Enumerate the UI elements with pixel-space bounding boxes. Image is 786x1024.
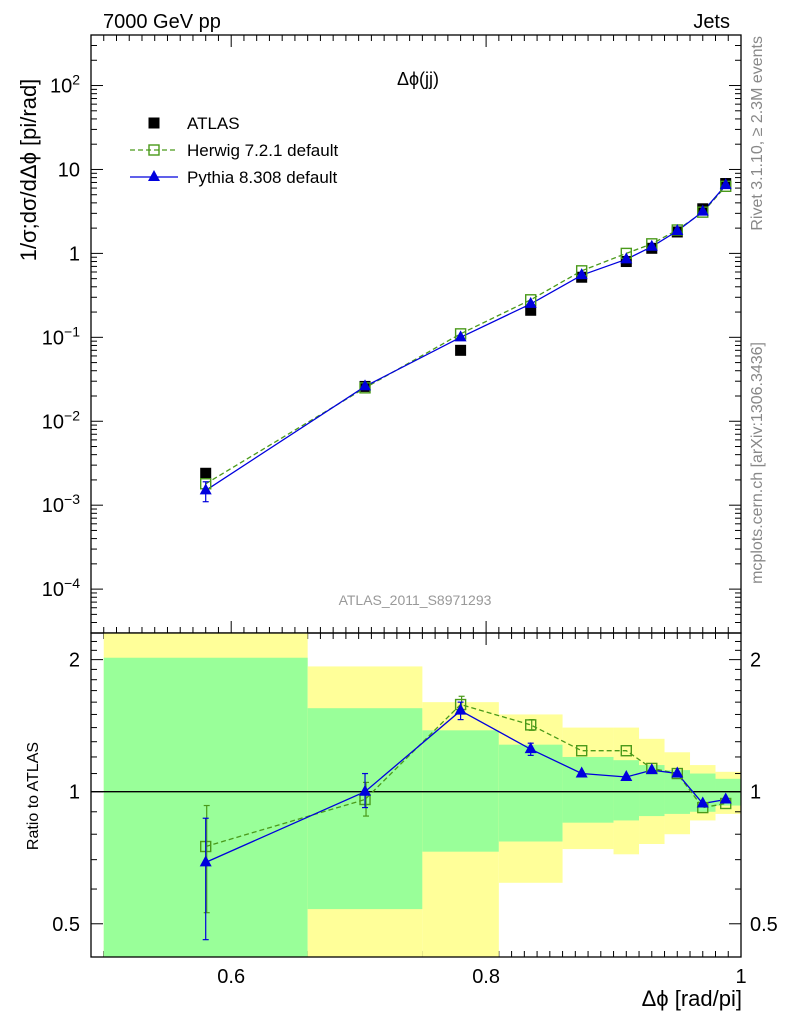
ratio-plot-frame — [90, 632, 742, 958]
pythia-point — [199, 483, 212, 495]
ratio-panel: 0.6 0.8 1 0.5 0.5 1 1 2 2 — [52, 632, 778, 988]
pythia-ratio-point — [575, 766, 588, 778]
y-tick-label: 10−2 — [42, 407, 80, 433]
uncertainty-band-inner — [562, 756, 614, 823]
y-tick-label: 1 — [69, 243, 80, 265]
pythia-ratio-point — [671, 766, 684, 778]
uncertainty-band-inner — [422, 730, 499, 852]
ratio-y-tick-label: 1 — [69, 782, 80, 804]
main-y-axis-label: 1/σ;dσ/dΔϕ [pi/rad] — [16, 79, 41, 262]
pythia-point — [454, 330, 467, 342]
pythia-ratio-point — [620, 770, 633, 782]
pythia-line — [205, 184, 727, 491]
ratio-y-axis-label: Ratio to ATLAS — [25, 742, 42, 850]
herwig-ratio-point — [620, 745, 632, 757]
y-tick-label: 10−1 — [42, 323, 80, 349]
pythia-ratio-point — [696, 796, 709, 808]
y-tick-label: 10−4 — [42, 575, 80, 601]
legend-pythia-marker — [148, 170, 160, 181]
plot-title: Δϕ(jj) — [397, 69, 439, 89]
pythia-point — [575, 268, 588, 280]
pythia-ratio-point — [719, 792, 732, 804]
atlas-point — [525, 304, 537, 316]
mcplots-label: mcplots.cern.ch [arXiv:1306.3436] — [749, 342, 766, 584]
main-panel: 10−4 10−3 10−2 10−1 1 10 102 ATLAS Herwig 7.2.1 … — [42, 34, 742, 957]
legend-atlas-marker — [148, 117, 160, 129]
legend-label: Herwig 7.2.1 default — [187, 141, 338, 160]
ratio-y-tick-label: 2 — [69, 650, 80, 672]
pythia-point — [645, 239, 658, 251]
analysis-code: ATLAS_2011_S8971293 — [339, 592, 492, 608]
process-label: Jets — [693, 11, 730, 33]
pythia-ratio-point — [199, 855, 212, 867]
herwig-ratio-point — [575, 745, 588, 757]
y-tick-label: 102 — [50, 72, 80, 98]
ratio-y-tick-label-right: 0.5 — [750, 914, 778, 936]
pythia-ratio-point — [645, 763, 658, 775]
energy-label: 7000 GeV pp — [103, 11, 221, 33]
pythia-point — [359, 379, 372, 391]
legend-herwig-marker — [148, 144, 160, 156]
pythia-ratio-point — [359, 784, 372, 796]
legend-label: ATLAS — [187, 114, 240, 133]
pythia-point — [620, 252, 633, 264]
atlas-point — [455, 344, 467, 356]
uncertainty-band-inner — [307, 708, 423, 910]
pythia-point — [719, 178, 732, 190]
rivet-label: Rivet 3.1.10, ≥ 2.3M events — [749, 36, 766, 231]
y-tick-label: 10−3 — [42, 491, 80, 517]
x-tick-label: 0.8 — [472, 966, 500, 988]
x-tick-label: 1 — [735, 966, 746, 988]
pythia-point — [696, 204, 709, 216]
ratio-y-tick-label-right: 1 — [750, 782, 761, 804]
ratio-y-tick-label: 0.5 — [52, 914, 80, 936]
pythia-ratio-point — [524, 742, 537, 754]
uncertainty-band-inner — [498, 744, 563, 842]
y-tick-label: 10 — [58, 159, 80, 181]
atlas-point — [200, 467, 212, 479]
x-tick-label: 0.6 — [217, 966, 245, 988]
ratio-y-tick-label-right: 2 — [750, 650, 761, 672]
pythia-ratio-point — [454, 703, 467, 715]
herwig-ratio-point — [525, 719, 537, 731]
pythia-point — [524, 296, 537, 308]
uncertainty-band-inner — [613, 760, 640, 821]
legend-label: Pythia 8.308 default — [187, 168, 338, 187]
pythia-ratio-line — [205, 709, 726, 863]
pythia-point — [671, 223, 684, 235]
x-axis-label: Δϕ [rad/pi] — [642, 986, 742, 1011]
